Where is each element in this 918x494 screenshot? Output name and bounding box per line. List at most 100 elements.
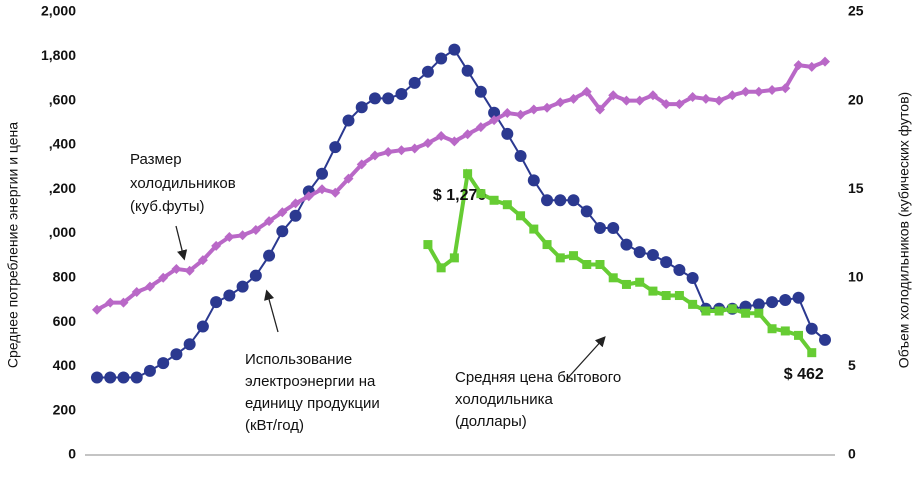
data-point (369, 150, 380, 161)
data-point (714, 95, 725, 106)
data-point (794, 330, 804, 340)
data-point (741, 308, 751, 318)
data-point (582, 260, 592, 270)
data-point (422, 138, 433, 149)
data-point (621, 279, 631, 289)
data-point (529, 224, 539, 234)
annotation-line: (доллары) (455, 413, 527, 430)
data-point (277, 207, 288, 218)
y-tick-label: 400 (53, 357, 77, 373)
data-point (595, 260, 605, 270)
arrow (565, 336, 606, 381)
data-point (130, 371, 143, 384)
data-point (793, 60, 804, 71)
data-point (463, 169, 473, 179)
data-point (620, 238, 633, 251)
data-point (131, 286, 142, 297)
annotation: Использование электроэнергии на единицу … (245, 289, 380, 434)
data-point (489, 195, 499, 205)
data-point (449, 136, 460, 147)
data-point (581, 86, 592, 97)
data-point (555, 97, 566, 108)
data-point (289, 209, 302, 222)
data-point (436, 263, 446, 273)
data-point (767, 84, 778, 95)
data-point (635, 277, 645, 287)
data-point (673, 264, 686, 277)
data-point (276, 225, 289, 238)
data-point (104, 371, 117, 384)
annotation-line: Средняя цена бытового (455, 369, 621, 386)
data-point (501, 127, 514, 140)
data-point (727, 304, 737, 314)
data-label: $ 462 (784, 366, 824, 383)
data-point (660, 256, 673, 269)
data-point (593, 221, 606, 234)
data-point (462, 129, 473, 140)
data-point (263, 249, 276, 262)
data-point (355, 101, 368, 114)
data-point (396, 145, 407, 156)
y-tick-label: 200 (53, 401, 77, 417)
data-label: $ 1,270 (433, 187, 486, 204)
y-tick-label: ,400 (49, 136, 76, 152)
data-point (157, 357, 170, 370)
data-point (342, 114, 355, 127)
data-point (423, 240, 433, 250)
y2-tick-label: 15 (848, 180, 864, 196)
y2-tick-label: 10 (848, 269, 864, 285)
annotation-line: холодильников (130, 175, 236, 192)
data-point (488, 106, 501, 119)
data-point (647, 90, 658, 101)
data-point (701, 306, 711, 316)
y2-tick-label: 25 (848, 3, 864, 19)
data-point (805, 322, 818, 335)
annotation-line: Использование (245, 351, 352, 368)
data-point (92, 304, 102, 315)
data-point (143, 364, 156, 377)
data-point (516, 211, 526, 221)
data-point (780, 326, 790, 336)
data-point (766, 296, 779, 309)
arrow (175, 225, 188, 261)
data-point (767, 324, 777, 334)
data-point (330, 187, 341, 198)
data-point (515, 109, 526, 120)
data-point (542, 240, 552, 250)
data-point (555, 253, 565, 263)
data-point (118, 297, 129, 308)
annotation-line: (куб.футы) (130, 198, 204, 215)
data-point (714, 306, 724, 316)
data-point (568, 93, 579, 104)
data-point (210, 296, 223, 309)
data-point (183, 338, 196, 351)
data-point (542, 102, 553, 113)
data-point (727, 90, 738, 101)
data-point (184, 265, 195, 276)
data-point (435, 52, 448, 65)
data-point (569, 251, 579, 261)
data-point (688, 299, 698, 309)
data-point (648, 286, 658, 296)
data-point (621, 95, 632, 106)
data-point (528, 104, 539, 115)
data-point (780, 83, 791, 94)
data-point (634, 95, 645, 106)
data-point (236, 280, 249, 293)
data-point (197, 255, 208, 266)
y-tick-label: ,000 (49, 224, 76, 240)
data-point (674, 291, 684, 301)
data-point (449, 253, 459, 263)
data-point (661, 291, 671, 301)
data-point (395, 87, 408, 100)
annotation-line: единицу продукции (245, 395, 380, 412)
annotation-line: электроэнергии на (245, 373, 376, 390)
data-point (383, 146, 394, 157)
data-point (196, 320, 209, 333)
data-point (461, 64, 474, 77)
data-point (806, 61, 817, 72)
data-point (792, 291, 805, 304)
data-point (368, 92, 381, 105)
y-tick-label: 800 (53, 269, 77, 285)
